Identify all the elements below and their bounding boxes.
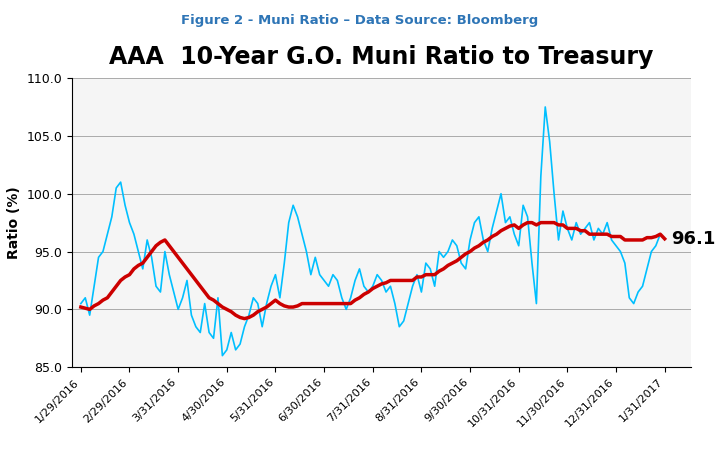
Text: 96.1: 96.1 (671, 230, 716, 248)
Title: AAA  10-Year G.O. Muni Ratio to Treasury: AAA 10-Year G.O. Muni Ratio to Treasury (109, 45, 654, 69)
Text: Figure 2 - Muni Ratio – Data Source: Bloomberg: Figure 2 - Muni Ratio – Data Source: Blo… (181, 14, 539, 27)
Y-axis label: Ratio (%): Ratio (%) (7, 186, 21, 259)
